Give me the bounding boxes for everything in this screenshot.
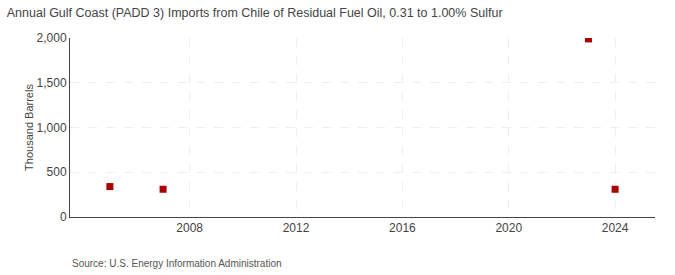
- svg-text:Source: U.S. Energy Informatio: Source: U.S. Energy Information Administ…: [72, 258, 282, 269]
- svg-text:1,500: 1,500: [37, 76, 67, 90]
- svg-text:2012: 2012: [283, 221, 310, 235]
- svg-text:Thousand Barrels: Thousand Barrels: [23, 84, 35, 171]
- svg-text:2016: 2016: [389, 221, 416, 235]
- svg-text:2,000: 2,000: [37, 31, 67, 45]
- svg-text:2020: 2020: [495, 221, 522, 235]
- svg-text:2024: 2024: [602, 221, 629, 235]
- svg-text:0: 0: [60, 210, 67, 224]
- svg-text:1,000: 1,000: [37, 121, 67, 135]
- svg-text:2008: 2008: [176, 221, 203, 235]
- svg-text:Annual Gulf Coast (PADD 3) Imp: Annual Gulf Coast (PADD 3) Imports from …: [7, 6, 503, 20]
- svg-text:500: 500: [47, 165, 67, 179]
